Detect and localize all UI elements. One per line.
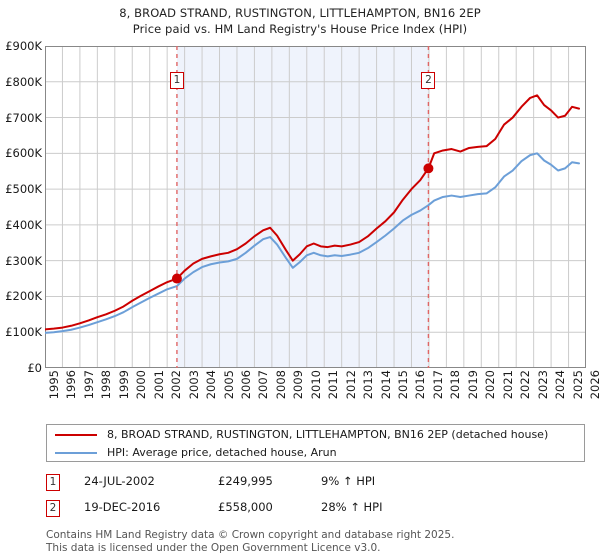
x-axis-tick-label: 2004	[204, 370, 219, 400]
x-axis-tick-label: 2010	[308, 370, 323, 400]
transaction-date: 24-JUL-2002	[84, 474, 155, 488]
x-axis-tick-label: 2023	[535, 370, 550, 400]
legend-label-hpi: HPI: Average price, detached house, Arun	[107, 446, 337, 459]
x-axis-tick-label: 2024	[553, 370, 568, 400]
x-axis-tick-label: 2000	[134, 370, 149, 400]
x-axis-tick-label: 2002	[169, 370, 184, 400]
y-axis-tick-label: £900K	[5, 39, 42, 53]
x-axis-tick-label: 2022	[518, 370, 533, 400]
table-row: 2 19-DEC-2016 £558,000 28% ↑ HPI	[46, 498, 585, 524]
legend-swatch-price-paid	[55, 433, 97, 436]
table-row: 1 24-JUL-2002 £249,995 9% ↑ HPI	[46, 472, 585, 498]
y-axis-tick-label: £700K	[5, 110, 42, 125]
chart-legend: 8, BROAD STRAND, RUSTINGTON, LITTLEHAMPT…	[46, 424, 585, 462]
page-title: 8, BROAD STRAND, RUSTINGTON, LITTLEHAMPT…	[119, 6, 481, 20]
transaction-index-badge: 2	[46, 500, 60, 517]
x-axis-tick-label: 2001	[151, 370, 166, 400]
transaction-index-badge: 1	[46, 474, 60, 491]
x-axis-tick-label: 1996	[64, 370, 79, 400]
x-axis-tick-label: 2011	[326, 370, 341, 400]
y-axis-tick-label: £500K	[5, 182, 42, 197]
x-axis-tick-label: 2008	[273, 370, 288, 400]
legend-swatch-hpi	[55, 451, 97, 454]
transaction-price: £558,000	[218, 500, 273, 514]
chart-title-block: 8, BROAD STRAND, RUSTINGTON, LITTLEHAMPT…	[0, 0, 600, 37]
footer-licence: This data is licensed under the Open Gov…	[46, 542, 381, 554]
chart-event-marker-2: 2	[421, 72, 436, 89]
x-axis-tick-label: 2006	[238, 370, 253, 400]
transaction-hpi-delta: 28% ↑ HPI	[321, 500, 383, 514]
y-axis-tick-label: £100K	[5, 325, 42, 340]
y-axis: £0 £100K £200K £300K £400K £500K £600K £700K £80…	[0, 40, 44, 374]
transaction-price: £249,995	[218, 474, 273, 488]
x-axis-tick-label: 2003	[186, 370, 201, 400]
x-axis-tick-label: 2018	[448, 370, 463, 400]
transactions-table: 1 24-JUL-2002 £249,995 9% ↑ HPI 2 19-DEC…	[46, 472, 585, 524]
y-axis-tick-label: £600K	[5, 146, 42, 161]
x-axis-tick-label: 1999	[116, 370, 131, 400]
y-axis-tick-label: £300K	[5, 253, 42, 268]
x-axis-tick-label: 2026	[588, 370, 600, 400]
attribution-footer: Contains HM Land Registry data © Crown c…	[46, 529, 591, 555]
x-axis-tick-label: 1997	[81, 370, 96, 400]
x-axis: 1995 1996 1997 1998 1999 2000 2001 2002 2003 2004…	[45, 370, 600, 416]
x-axis-tick-label: 2007	[256, 370, 271, 400]
y-axis-tick-label: £400K	[5, 217, 42, 232]
footer-copyright: Contains HM Land Registry data © Crown c…	[46, 529, 455, 541]
x-axis-tick-label: 2013	[361, 370, 376, 400]
legend-item-price-paid: 8, BROAD STRAND, RUSTINGTON, LITTLEHAMPT…	[47, 425, 584, 444]
chart-event-marker-1: 1	[169, 72, 184, 89]
y-axis-tick-label: £0	[27, 361, 42, 375]
x-axis-tick-label: 1995	[47, 370, 61, 400]
y-axis-tick-label: £800K	[5, 74, 42, 89]
transaction-date: 19-DEC-2016	[84, 500, 161, 514]
x-axis-tick-label: 2005	[221, 370, 236, 400]
x-axis-tick-label: 2009	[291, 370, 306, 400]
x-axis-tick-label: 2021	[500, 370, 515, 400]
price-history-chart	[45, 46, 586, 368]
x-axis-tick-label: 2012	[343, 370, 358, 400]
legend-item-hpi: HPI: Average price, detached house, Arun	[47, 443, 584, 462]
legend-label-price-paid: 8, BROAD STRAND, RUSTINGTON, LITTLEHAMPT…	[107, 428, 549, 441]
x-axis-tick-label: 2014	[378, 370, 393, 400]
transaction-hpi-delta: 9% ↑ HPI	[321, 474, 376, 488]
x-axis-tick-label: 2019	[465, 370, 480, 400]
x-axis-tick-label: 2016	[413, 370, 428, 400]
x-axis-tick-label: 2015	[396, 370, 411, 400]
x-axis-tick-label: 2025	[570, 370, 585, 400]
x-axis-tick-label: 2017	[430, 370, 445, 400]
x-axis-tick-label: 2020	[483, 370, 498, 400]
y-axis-tick-label: £200K	[5, 289, 42, 304]
page-subtitle: Price paid vs. HM Land Registry's House …	[132, 22, 468, 36]
x-axis-tick-label: 1998	[99, 370, 114, 400]
